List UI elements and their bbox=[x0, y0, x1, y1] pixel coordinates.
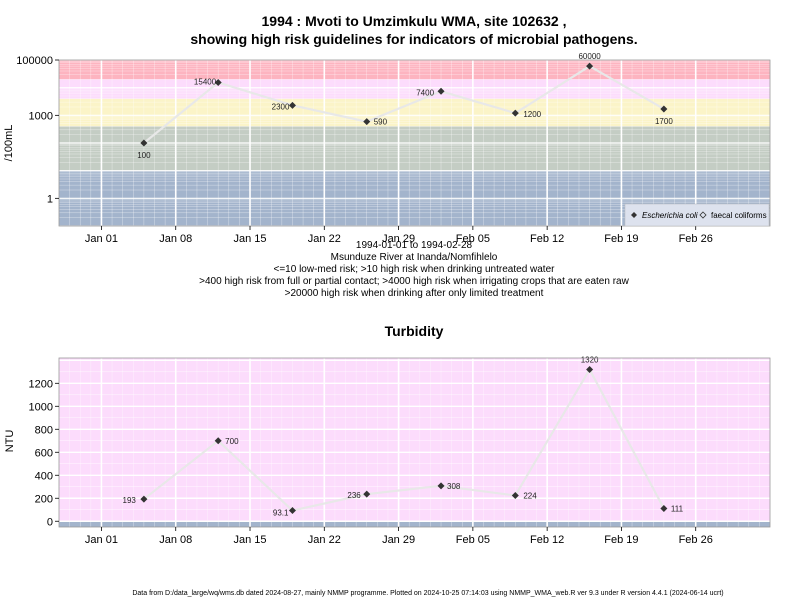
chart-title-line-2: showing high risk guidelines for indicat… bbox=[190, 31, 637, 47]
data-point bbox=[437, 87, 445, 95]
legend: Escherichia coli faecal coliforms bbox=[624, 203, 770, 227]
turbidity-bands bbox=[59, 358, 770, 527]
legend-label-faecal: faecal coliforms bbox=[711, 211, 767, 220]
data-label: 193 bbox=[123, 496, 137, 505]
data-label: 1700 bbox=[655, 117, 673, 126]
x-tick-label: Feb 19 bbox=[604, 233, 638, 245]
data-label: 590 bbox=[374, 118, 388, 127]
x-tick-label: Jan 08 bbox=[159, 534, 192, 546]
x-tick-label: Jan 08 bbox=[159, 233, 192, 245]
data-point bbox=[363, 490, 371, 498]
data-points bbox=[140, 62, 668, 147]
x-tick-label: Feb 05 bbox=[456, 534, 490, 546]
data-point bbox=[214, 437, 222, 445]
data-label: 308 bbox=[447, 482, 461, 491]
data-label: 1200 bbox=[523, 110, 541, 119]
series-lines bbox=[143, 64, 665, 144]
data-point bbox=[511, 109, 519, 117]
series-line bbox=[143, 64, 665, 144]
y-tick-label: 1 bbox=[47, 193, 53, 205]
y-tick-label: 1000 bbox=[29, 110, 53, 122]
date-range-text: 1994-01-01 to 1994-02-28 bbox=[356, 240, 473, 251]
x-tick-label: Feb 12 bbox=[530, 534, 564, 546]
y-axis-label: /100mL bbox=[3, 125, 15, 162]
data-label: 111 bbox=[671, 504, 684, 513]
x-tick-label: Jan 01 bbox=[85, 534, 118, 546]
legend-label-ecoli: Escherichia coli bbox=[642, 211, 698, 220]
data-label: 224 bbox=[523, 491, 537, 500]
x-tick-label: Jan 29 bbox=[382, 233, 415, 245]
plot-frame bbox=[58, 357, 771, 528]
data-point bbox=[437, 482, 445, 490]
data-label: 60000 bbox=[578, 52, 601, 61]
y-tick-label: 0 bbox=[47, 516, 53, 528]
data-point bbox=[511, 491, 519, 499]
y-tick-label: 600 bbox=[35, 447, 53, 459]
y-axis-label: NTU bbox=[4, 430, 16, 453]
series-lines bbox=[143, 367, 665, 512]
guideline-text-3: >20000 high risk when drinking after onl… bbox=[285, 288, 544, 299]
x-tick-label: Feb 05 bbox=[456, 233, 490, 245]
legend-marker-faecal bbox=[699, 211, 707, 219]
data-point bbox=[363, 118, 371, 126]
y-tick-label: 800 bbox=[35, 424, 53, 436]
legend-box bbox=[624, 203, 770, 227]
chart-title: 1994 : Mvoti to Umzimkulu WMA, site 1026… bbox=[262, 13, 567, 29]
risk-band-0 bbox=[59, 521, 770, 527]
x-tick-label: Jan 15 bbox=[233, 233, 266, 245]
y-tick-label: 1000 bbox=[29, 401, 53, 413]
y-tick-label: 400 bbox=[35, 470, 53, 482]
data-labels: 193 700 93.1 236 308 224 1320 111 bbox=[123, 355, 684, 517]
data-point bbox=[288, 507, 296, 515]
data-labels: 100 15400 2300 590 7400 1200 60000 1700 bbox=[137, 52, 673, 160]
risk-band-1 bbox=[59, 126, 770, 171]
x-tick-label: Feb 26 bbox=[679, 233, 713, 245]
x-tick-label: Feb 12 bbox=[530, 233, 564, 245]
x-tick-label: Jan 01 bbox=[85, 233, 118, 245]
data-point bbox=[214, 78, 222, 86]
data-label: 93.1 bbox=[273, 509, 289, 518]
series-line bbox=[143, 367, 665, 512]
data-point bbox=[288, 101, 296, 109]
x-tick-label: Feb 19 bbox=[604, 534, 638, 546]
subtitle-block: 1994-01-01 to 1994-02-28 Msunduze River … bbox=[199, 240, 629, 299]
data-label: 7400 bbox=[416, 88, 434, 97]
data-label: 100 bbox=[137, 151, 151, 160]
axes: Jan 01 Jan 08 Jan 15 Jan 22 Jan 29 Feb 05 Feb … bbox=[16, 55, 771, 245]
data-point bbox=[660, 105, 668, 113]
data-label: 2300 bbox=[272, 102, 290, 111]
data-label: 1320 bbox=[581, 355, 599, 364]
y-tick-label: 200 bbox=[35, 493, 53, 505]
plot-frame bbox=[58, 59, 771, 227]
axes: Jan 01 Jan 08 Jan 15 Jan 22 Jan 29 Feb 05 Feb … bbox=[29, 357, 771, 546]
data-point bbox=[140, 495, 148, 503]
turbidity-title: Turbidity bbox=[385, 323, 444, 339]
x-tick-label: Feb 26 bbox=[679, 534, 713, 546]
x-tick-label: Jan 29 bbox=[382, 534, 415, 546]
data-point bbox=[660, 504, 668, 512]
data-points bbox=[140, 365, 668, 515]
data-label: 236 bbox=[347, 491, 361, 500]
footer-note: Data from D:/data_large/wq/wms.db dated … bbox=[132, 590, 723, 597]
site-name-text: Msunduze River at Inanda/Nomfihlelo bbox=[331, 252, 498, 263]
x-tick-label: Jan 15 bbox=[233, 534, 266, 546]
data-label: 15400 bbox=[194, 77, 217, 86]
y-tick-label: 1200 bbox=[29, 378, 53, 390]
guideline-text-1: <=10 low-med risk; >10 high risk when dr… bbox=[274, 264, 556, 275]
data-point bbox=[140, 139, 148, 147]
x-tick-label: Jan 22 bbox=[308, 233, 341, 245]
x-tick-label: Jan 22 bbox=[308, 534, 341, 546]
data-label: 700 bbox=[225, 437, 239, 446]
risk-band-1 bbox=[59, 358, 770, 522]
risk-band-4 bbox=[59, 60, 770, 80]
data-point bbox=[586, 365, 594, 373]
legend-marker-ecoli bbox=[631, 212, 637, 218]
y-tick-label: 100000 bbox=[16, 55, 53, 67]
data-point bbox=[586, 62, 594, 70]
guideline-text-2: >400 high risk from full or partial cont… bbox=[199, 276, 629, 287]
